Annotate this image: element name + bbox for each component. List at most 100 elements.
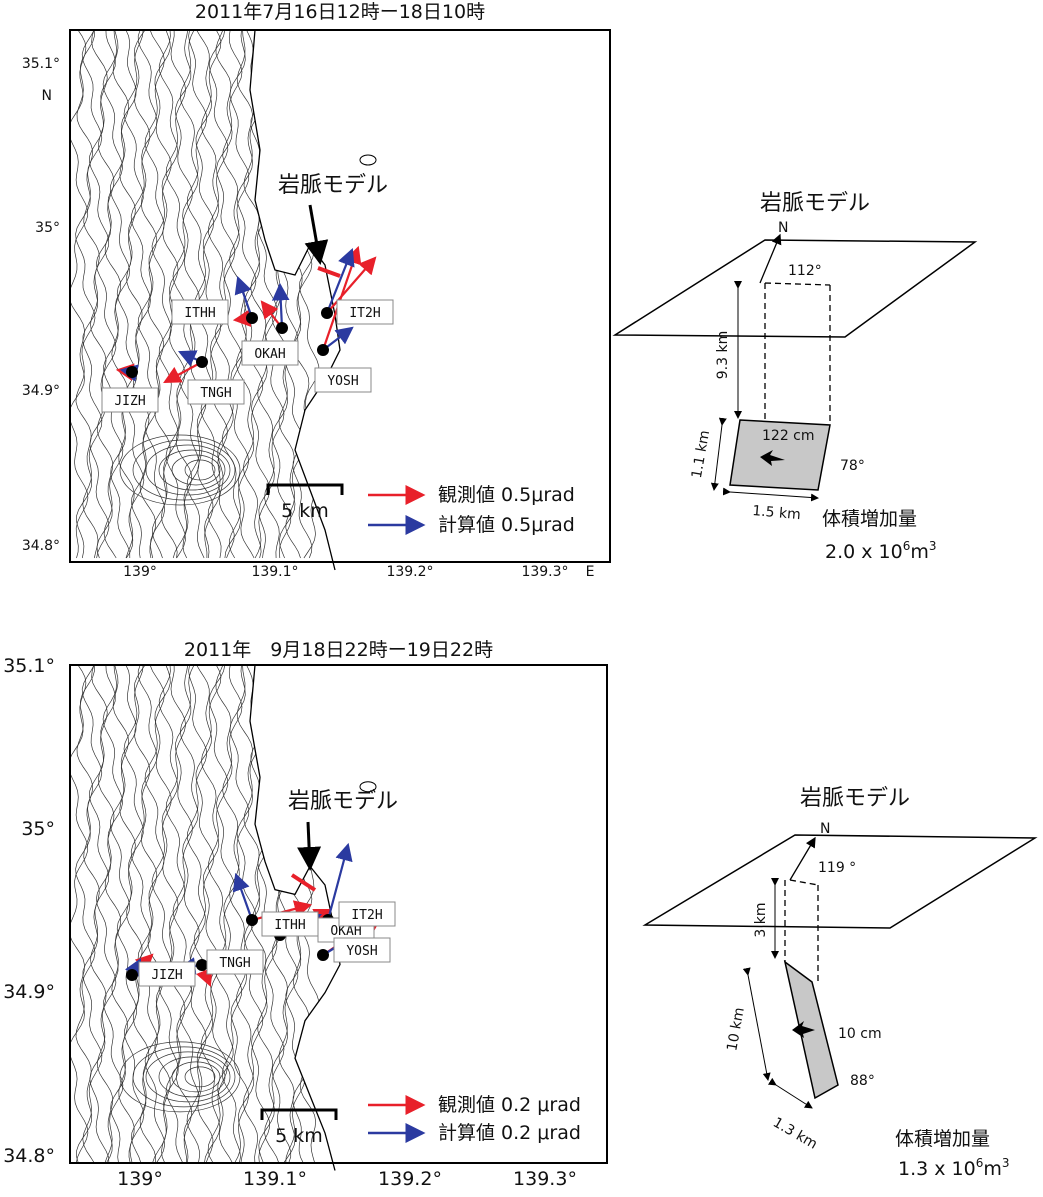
length-arrow [722,487,819,502]
contour [81,30,103,559]
contour [95,665,117,1164]
computed-vector [326,842,353,921]
dip-label: 78° [840,458,865,474]
dyke-trace [317,266,341,278]
contour [250,30,271,559]
lat-label: N [42,88,52,104]
legend-label: 計算値 0.5μrad [438,514,575,536]
station-box [101,387,159,413]
strike-label: 112° [788,263,822,279]
opening-label: 10 cm [838,1026,882,1042]
dyke-label: 岩脈モデル [278,173,388,198]
contour [145,1051,231,1103]
legend-label: 計算値 0.2 μrad [438,1122,581,1144]
volume-value: 1.3 x 106m3 [898,1156,1010,1180]
contour [165,30,186,559]
contour [144,665,166,1164]
station-label: IT2H [351,908,382,923]
contour [132,1046,236,1108]
volume-value: 2.0 x 106m3 [825,539,937,563]
north-label: N [778,220,788,236]
contour [221,30,243,559]
lat-label: 35.1° [3,655,55,677]
observed-vector [326,256,377,314]
contour [179,665,200,1164]
volume-exp: 6 [903,539,911,553]
volume-unit: m [983,1158,1002,1180]
scale-bar [260,1108,338,1120]
panel: 2011年7月16日12時ー18日10時 35.1° N 35° 34.9° 34.8° 1… [22,1,978,580]
contour [137,665,158,1164]
model-plane [642,834,1038,929]
contour [123,30,145,559]
contour [123,665,145,1164]
contour [221,665,243,1164]
slip-arrow [760,450,785,466]
dip-label: 88° [850,1073,875,1089]
station-box [314,367,372,393]
contour [144,30,166,559]
volume-unit-exp: 3 [929,539,937,553]
coastline [249,664,341,1171]
lon-label: 139.1° [251,564,298,580]
contour [137,30,158,559]
volume-mantissa: 2.0 x 10 [825,541,903,563]
panel-title: 2011年 9月18日22時ー19日22時 [184,639,493,661]
station-label: JIZH [114,394,145,409]
station [126,366,138,378]
lon-label: 139.3° [521,564,568,580]
length-label: 1.5 km [752,503,802,523]
contour [158,665,179,1164]
island [359,154,377,166]
station-label: TNGH [219,956,250,971]
contour [193,30,215,558]
contour [186,30,208,559]
volume-title: 体積増加量 [822,508,917,530]
station-label: OKAH [330,924,361,939]
contour [75,30,96,559]
scale-label: 5 km [275,1125,323,1147]
station-box [138,961,196,987]
contour [158,1056,226,1098]
contour [171,454,221,486]
contour [171,1061,221,1093]
station-label: ITHH [274,918,305,933]
volume-unit-exp: 3 [1002,1156,1010,1170]
station [246,914,258,926]
contour [229,665,250,1164]
contour [145,444,231,496]
dyke-pointer [304,204,329,265]
contour [257,30,278,559]
model-title: 岩脈モデル [760,191,870,216]
volume-unit: m [910,541,929,563]
station [246,312,258,324]
computed-vector [271,282,290,329]
height-label: 10 km [724,1006,747,1052]
computed-vector [325,247,355,314]
lat-label: 35.1° [22,56,60,72]
computed-vector [232,872,254,921]
station [317,949,329,961]
panel-title: 2011年7月16日12時ー18日10時 [195,1,485,23]
contour [151,665,172,1164]
observed-vector [163,361,203,384]
contour [95,30,117,559]
lat-label: 35° [35,220,60,236]
length-arrow [767,1077,813,1109]
contour [116,30,138,559]
station-label: YOSH [346,944,377,959]
contour [89,30,110,559]
dyke-pointer [297,821,322,871]
station-label: JIZH [151,968,182,983]
contour [151,30,172,559]
scale-bar [266,483,344,495]
station-box [338,901,396,927]
contour [291,30,313,559]
lat-label: 34.9° [3,981,55,1003]
depth-label: 3 km [753,902,769,937]
contour [158,449,226,491]
computed-vector [234,275,254,319]
contour [207,30,229,559]
contour [158,30,179,559]
